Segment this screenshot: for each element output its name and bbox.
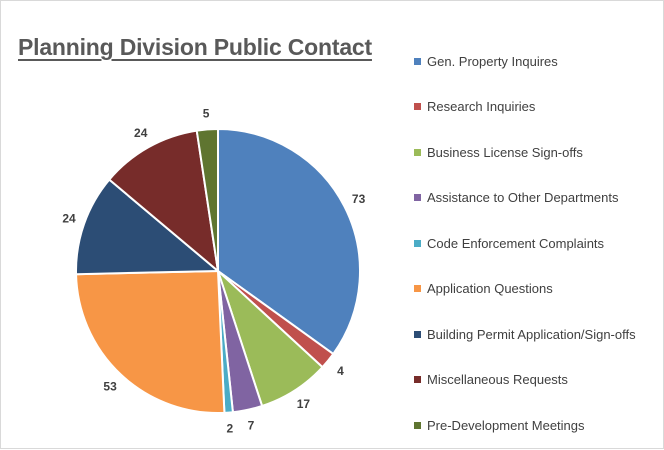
pie-slice xyxy=(195,127,219,272)
legend-item: Assistance to Other Departments xyxy=(414,188,618,208)
legend-swatch xyxy=(414,376,421,383)
legend-item: Miscellaneous Requests xyxy=(414,370,568,390)
data-label: 73 xyxy=(352,192,366,206)
legend-label: Research Inquiries xyxy=(427,99,536,114)
legend-swatch xyxy=(414,148,421,156)
legend-item: Code Enforcement Complaints xyxy=(414,233,604,253)
chart-title: Planning Division Public Contact xyxy=(18,34,372,60)
legend-label: Gen. Property Inquires xyxy=(427,53,558,69)
pie-slice xyxy=(75,269,226,414)
data-label: 5 xyxy=(203,106,210,120)
legend-label: Code Enforcement Complaints xyxy=(427,235,605,251)
legend-swatch xyxy=(414,103,421,110)
legend-label: Miscellaneous Requests xyxy=(427,372,568,387)
legend-label: Business License Sign-offs xyxy=(427,144,583,160)
legend-label: Assistance to Other Departments xyxy=(427,190,619,205)
legend-swatch xyxy=(414,330,421,338)
legend-swatch xyxy=(414,285,421,292)
pie-slice xyxy=(217,127,362,356)
legend-item: Gen. Property Inquires xyxy=(414,51,558,71)
pie-slice xyxy=(107,129,220,274)
data-label: 53 xyxy=(103,379,117,393)
legend-swatch xyxy=(414,194,421,201)
legend-item: Building Permit Application/Sign-offs xyxy=(414,324,636,344)
data-label: 7 xyxy=(248,419,255,433)
legend-label: Building Permit Application/Sign-offs xyxy=(427,326,636,342)
data-label: 24 xyxy=(134,126,148,140)
data-label: 24 xyxy=(62,212,76,226)
legend-swatch xyxy=(414,239,421,247)
pie-slice xyxy=(75,178,221,276)
legend-label: Application Questions xyxy=(427,281,553,296)
data-label: 2 xyxy=(227,422,234,436)
legend-swatch xyxy=(414,57,421,65)
legend-item: Research Inquiries xyxy=(414,97,535,117)
data-label: 4 xyxy=(337,364,344,378)
legend-label: Pre-Development Meetings xyxy=(427,417,585,433)
legend-swatch xyxy=(414,421,421,429)
data-label: 17 xyxy=(297,397,311,411)
legend-item: Pre-Development Meetings xyxy=(414,415,585,435)
legend-item: Business License Sign-offs xyxy=(414,142,583,162)
legend-item: Application Questions xyxy=(414,279,553,299)
